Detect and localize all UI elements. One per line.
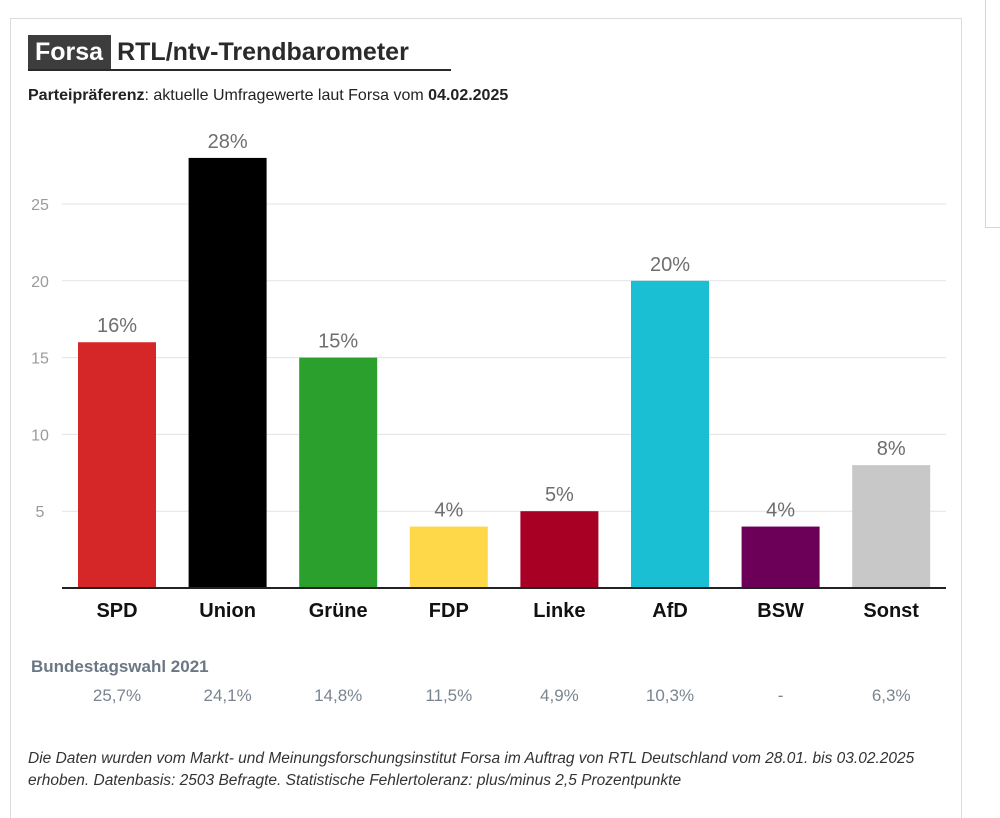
subtitle-bold: Parteipräferenz [28,87,145,104]
chart-header: Forsa RTL/ntv-Trendbarometer [28,35,409,69]
x-tick-label: AfD [652,600,688,622]
x-tick-label: BSW [757,600,804,622]
chart-subtitle: Parteipräferenz: aktuelle Umfragewerte l… [28,87,508,105]
bar-bsw [741,526,820,588]
data-label: 16% [97,315,137,337]
footnote: Die Daten wurden vom Markt- und Meinungs… [28,750,915,789]
side-panel-border [985,0,986,228]
subtitle-date: 04.02.2025 [428,87,509,104]
y-tick-label: 15 [31,351,49,368]
bar-sonst [852,465,931,588]
data-label: 4% [766,500,795,522]
previous-election-value: 11,5% [425,686,473,705]
previous-election-title: Bundestagswahl 2021 [31,657,209,676]
subtitle-text: : aktuelle Umfragewerte laut Forsa vom [144,87,429,104]
data-label: 28% [208,131,248,153]
data-label: 8% [877,438,906,460]
y-tick-label: 5 [36,504,45,521]
previous-election-value: 24,1% [203,686,252,705]
data-label: 15% [318,331,358,353]
bar-grüne [299,357,378,588]
previous-election-value: 4,9% [540,686,579,705]
previous-election-value: 6,3% [871,686,911,705]
chart-card [10,18,962,818]
bar-linke [520,511,599,588]
bar-afd [631,280,709,588]
previous-election-row: 25,7% 24,1% 14,8% 11,5% 4,9% 10,3% - 6,3% [0,686,1000,708]
x-tick-label: Union [199,600,256,622]
side-panel-border-bottom [985,227,1000,228]
chart-title: RTL/ntv-Trendbarometer [117,38,409,66]
bar-union [188,157,267,589]
brand-label: Forsa [28,35,112,69]
bar-chart: 5 10 15 20 25 16% SPD 28% Union 15% Grüne 4% FDP 5% Li… [31,131,946,622]
x-tick-label: Sonst [863,600,919,622]
y-tick-label: 20 [31,274,49,291]
y-tick-label: 10 [31,427,49,444]
data-label: 5% [545,484,574,506]
previous-election-value: 10,3% [645,686,695,705]
bar-spd [78,342,156,588]
x-tick-label: Grüne [309,600,368,622]
data-label: 20% [650,254,690,276]
x-tick-label: Linke [533,600,585,622]
bar-fdp [409,526,488,588]
x-tick-label: FDP [429,600,469,622]
y-tick-label: 25 [31,197,49,214]
data-label: 4% [434,500,463,522]
previous-election-value: 14,8% [314,686,363,705]
title-underline [28,69,451,71]
previous-election-value: - [777,686,784,705]
x-tick-label: SPD [96,600,137,622]
previous-election-value: 25,7% [92,686,142,705]
